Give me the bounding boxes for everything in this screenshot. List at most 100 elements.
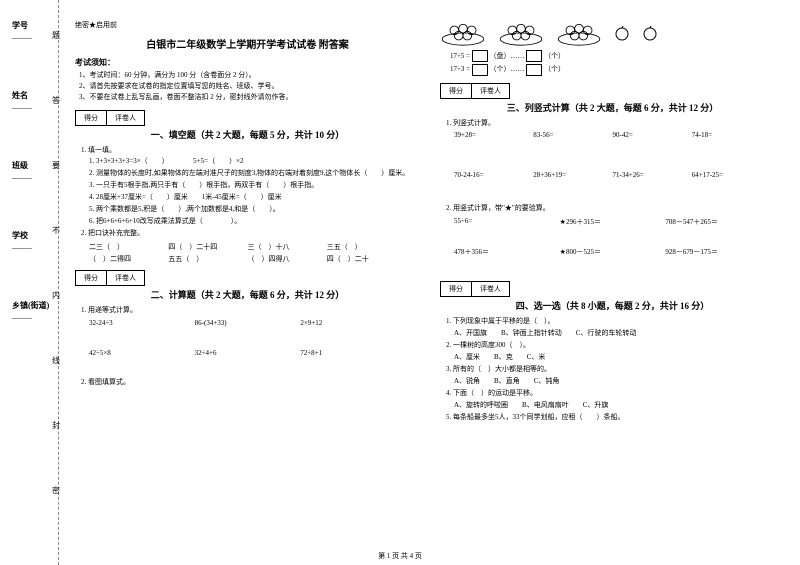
seal-char: 封 bbox=[52, 420, 60, 431]
q1-line: 2. 测量物体的长度时,如果物体的左端对准尺子的刻度3,物体的右端对着刻度9,这… bbox=[89, 168, 420, 180]
q1-line: 3. 一只手有5根手指,两只手有（ ）根手指，两双手有（ ）根手指。 bbox=[89, 180, 420, 192]
plate-icon bbox=[440, 20, 486, 46]
seal-char: 不 bbox=[52, 225, 60, 236]
calc-row: 32-24÷3 86-(34+33) 2×9+12 bbox=[89, 319, 406, 327]
vert-item: ★800－525＝ bbox=[560, 247, 666, 257]
seal-char: 线 bbox=[52, 355, 60, 366]
equation-1: 17÷5 = （盘）…… （个） bbox=[450, 50, 785, 63]
vert-item: 55÷6= bbox=[454, 217, 560, 227]
seal-char: 要 bbox=[52, 160, 60, 171]
binding-labels: 学号_____ 姓名_____ 班级_____ 学校_____ 乡镇(街道)__… bbox=[12, 20, 49, 370]
score-cell: 得分 bbox=[440, 83, 472, 99]
vert-item: 28+36+19= bbox=[533, 171, 612, 179]
plate-icon bbox=[556, 20, 602, 46]
grader-cell: 评卷人 bbox=[472, 281, 510, 297]
choice-q: 4. 下面（ ）的运动是平移。 bbox=[446, 388, 785, 400]
q2-row: 二三（ ） 四（ ）二十四 三（ ）十八 三五（ ） bbox=[89, 242, 406, 252]
q2-head: 2. 把口诀补充完整。 bbox=[81, 228, 420, 240]
binding-dashed-line bbox=[58, 0, 59, 565]
score-box: 得分 评卷人 bbox=[440, 83, 785, 99]
vert-item: 70-24-16= bbox=[454, 171, 533, 179]
q2-item: 二三（ ） bbox=[89, 242, 168, 252]
label-class: 班级_____ bbox=[12, 160, 49, 180]
q2-item: （ ）四得八 bbox=[248, 254, 327, 264]
calc-item: 42÷5×8 bbox=[89, 349, 195, 357]
grader-cell: 评卷人 bbox=[472, 83, 510, 99]
choice-q: 5. 每条船最多坐5人，33个同学划船，应租（ ）条船。 bbox=[446, 412, 785, 424]
q2-item: 三（ ）十八 bbox=[248, 242, 327, 252]
notice-item: 2、请首先按要求在试卷的指定位置填写您的姓名、班级、学号。 bbox=[79, 81, 420, 92]
score-cell: 得分 bbox=[75, 110, 107, 126]
section-4-title: 四、选一选（共 8 小题，每题 2 分，共计 16 分） bbox=[440, 299, 785, 312]
vert-row: 70-24-16= 28+36+19= 71-34+26= 64+17-25= bbox=[454, 171, 771, 179]
vert-item: 478＋356＝ bbox=[454, 247, 560, 257]
score-box: 得分 评卷人 bbox=[440, 281, 785, 297]
choice-q: 2. 一棵树的高度300（ ）。 bbox=[446, 340, 785, 352]
q1-line: 5. 两个乘数都是5,积是（ ）,两个加数都是4,和是（ ）。 bbox=[89, 204, 420, 216]
label-student-id: 学号_____ bbox=[12, 20, 49, 40]
calc-item: 72÷8+1 bbox=[300, 349, 406, 357]
choice-opts: A、开国旗 B、钟面上指针转动 C、行驶的车轮转动 bbox=[454, 328, 785, 340]
calc2-head: 2. 看图填算式。 bbox=[81, 377, 420, 389]
calc-item: 86-(34+33) bbox=[195, 319, 301, 327]
page-content: 绝密★启用前 白银市二年级数学上学期开学考试试卷 附答案 考试须知： 1、考试时… bbox=[75, 20, 785, 540]
q2-item: 五五（ ） bbox=[168, 254, 247, 264]
vert-row: 478＋356＝ ★800－525＝ 928－679－175＝ bbox=[454, 247, 771, 257]
seal-char: 内 bbox=[52, 290, 60, 301]
vert-item: 90-42= bbox=[613, 131, 692, 139]
grader-cell: 评卷人 bbox=[107, 110, 145, 126]
q2-item: （ ）二得四 bbox=[89, 254, 168, 264]
score-box: 得分 评卷人 bbox=[75, 270, 420, 286]
vert-row: 55÷6= ★296＋315＝ 708－547＋265＝ bbox=[454, 217, 771, 227]
calc1-head: 1. 用递等式计算。 bbox=[81, 305, 420, 317]
secret-label: 绝密★启用前 bbox=[75, 20, 420, 30]
q2-item: 四（ ）二十 bbox=[327, 254, 406, 264]
score-cell: 得分 bbox=[75, 270, 107, 286]
q1-head: 1. 填一填。 bbox=[81, 145, 420, 157]
choice-opts: A、厘米 B、克 C、米 bbox=[454, 352, 785, 364]
seal-char: 答 bbox=[52, 95, 60, 106]
choice-q: 1. 下列现象中属于平移的是（ ）。 bbox=[446, 316, 785, 328]
score-box: 得分 评卷人 bbox=[75, 110, 420, 126]
binding-margin: 学号_____ 姓名_____ 班级_____ 学校_____ 乡镇(街道)__… bbox=[10, 0, 70, 565]
seal-char: 密 bbox=[52, 485, 60, 496]
page-footer: 第 1 页 共 4 页 bbox=[0, 551, 800, 561]
choice-opts: A、旋转的呼啦圈 B、电风扇扇叶 C、升旗 bbox=[454, 400, 785, 412]
vert1-head: 1. 列竖式计算。 bbox=[446, 118, 785, 130]
vert-item: 708－547＋265＝ bbox=[665, 217, 771, 227]
vert-item: 39+28= bbox=[454, 131, 533, 139]
left-column: 绝密★启用前 白银市二年级数学上学期开学考试试卷 附答案 考试须知： 1、考试时… bbox=[75, 20, 420, 540]
calc-item: 32-24÷3 bbox=[89, 319, 195, 327]
section-3-title: 三、列竖式计算（共 2 大题，每题 6 分，共计 12 分） bbox=[440, 101, 785, 114]
vert-item: 71-34+26= bbox=[613, 171, 692, 179]
vert-item: 928－679－175＝ bbox=[665, 247, 771, 257]
notice-heading: 考试须知： bbox=[75, 57, 420, 68]
q2-item: 三五（ ） bbox=[327, 242, 406, 252]
label-name: 姓名_____ bbox=[12, 90, 49, 110]
calc-row: 42÷5×8 32÷4+6 72÷8+1 bbox=[89, 349, 406, 357]
q1-line: 4. 28厘米+37厘米=（ ）厘米 1米-45厘米=（ ）厘米 bbox=[89, 192, 420, 204]
score-cell: 得分 bbox=[440, 281, 472, 297]
vert-item: 64+17-25= bbox=[692, 171, 771, 179]
calc-item: 2×9+12 bbox=[300, 319, 406, 327]
notice-list: 1、考试时间：60 分钟，满分为 100 分（含卷面分 2 分）。 2、请首先按… bbox=[79, 70, 420, 104]
section-1-title: 一、填空题（共 2 大题，每题 5 分，共计 10 分） bbox=[75, 128, 420, 141]
q1-line: 6. 把6+6+6+6+10改写成乘法算式是（ ）。 bbox=[89, 216, 420, 228]
equation-2: 17÷3 = （个）…… （个） bbox=[450, 63, 785, 76]
apple-icon bbox=[642, 25, 658, 41]
plate-icon bbox=[498, 20, 544, 46]
grader-cell: 评卷人 bbox=[107, 270, 145, 286]
notice-item: 1、考试时间：60 分钟，满分为 100 分（含卷面分 2 分）。 bbox=[79, 70, 420, 81]
q2-item: 四（ ）二十四 bbox=[168, 242, 247, 252]
seal-char: 题 bbox=[52, 30, 60, 41]
vert-row: 39+28= 83-56= 90-42= 74-18= bbox=[454, 131, 771, 139]
exam-title: 白银市二年级数学上学期开学考试试卷 附答案 bbox=[75, 36, 420, 51]
calc-item: 32÷4+6 bbox=[195, 349, 301, 357]
right-column: 17÷5 = （盘）…… （个） 17÷3 = （个）…… （个） 得分 评卷人… bbox=[440, 20, 785, 540]
vert-item: ★296＋315＝ bbox=[560, 217, 666, 227]
apple-icon bbox=[614, 25, 630, 41]
q1-line: 1. 3+3+3+3+3=3×（ ） 5+5=（ ）×2 bbox=[89, 156, 420, 168]
section-2-title: 二、计算题（共 2 大题，每题 6 分，共计 12 分） bbox=[75, 288, 420, 301]
vert-item: 74-18= bbox=[692, 131, 771, 139]
vert-item: 83-56= bbox=[533, 131, 612, 139]
